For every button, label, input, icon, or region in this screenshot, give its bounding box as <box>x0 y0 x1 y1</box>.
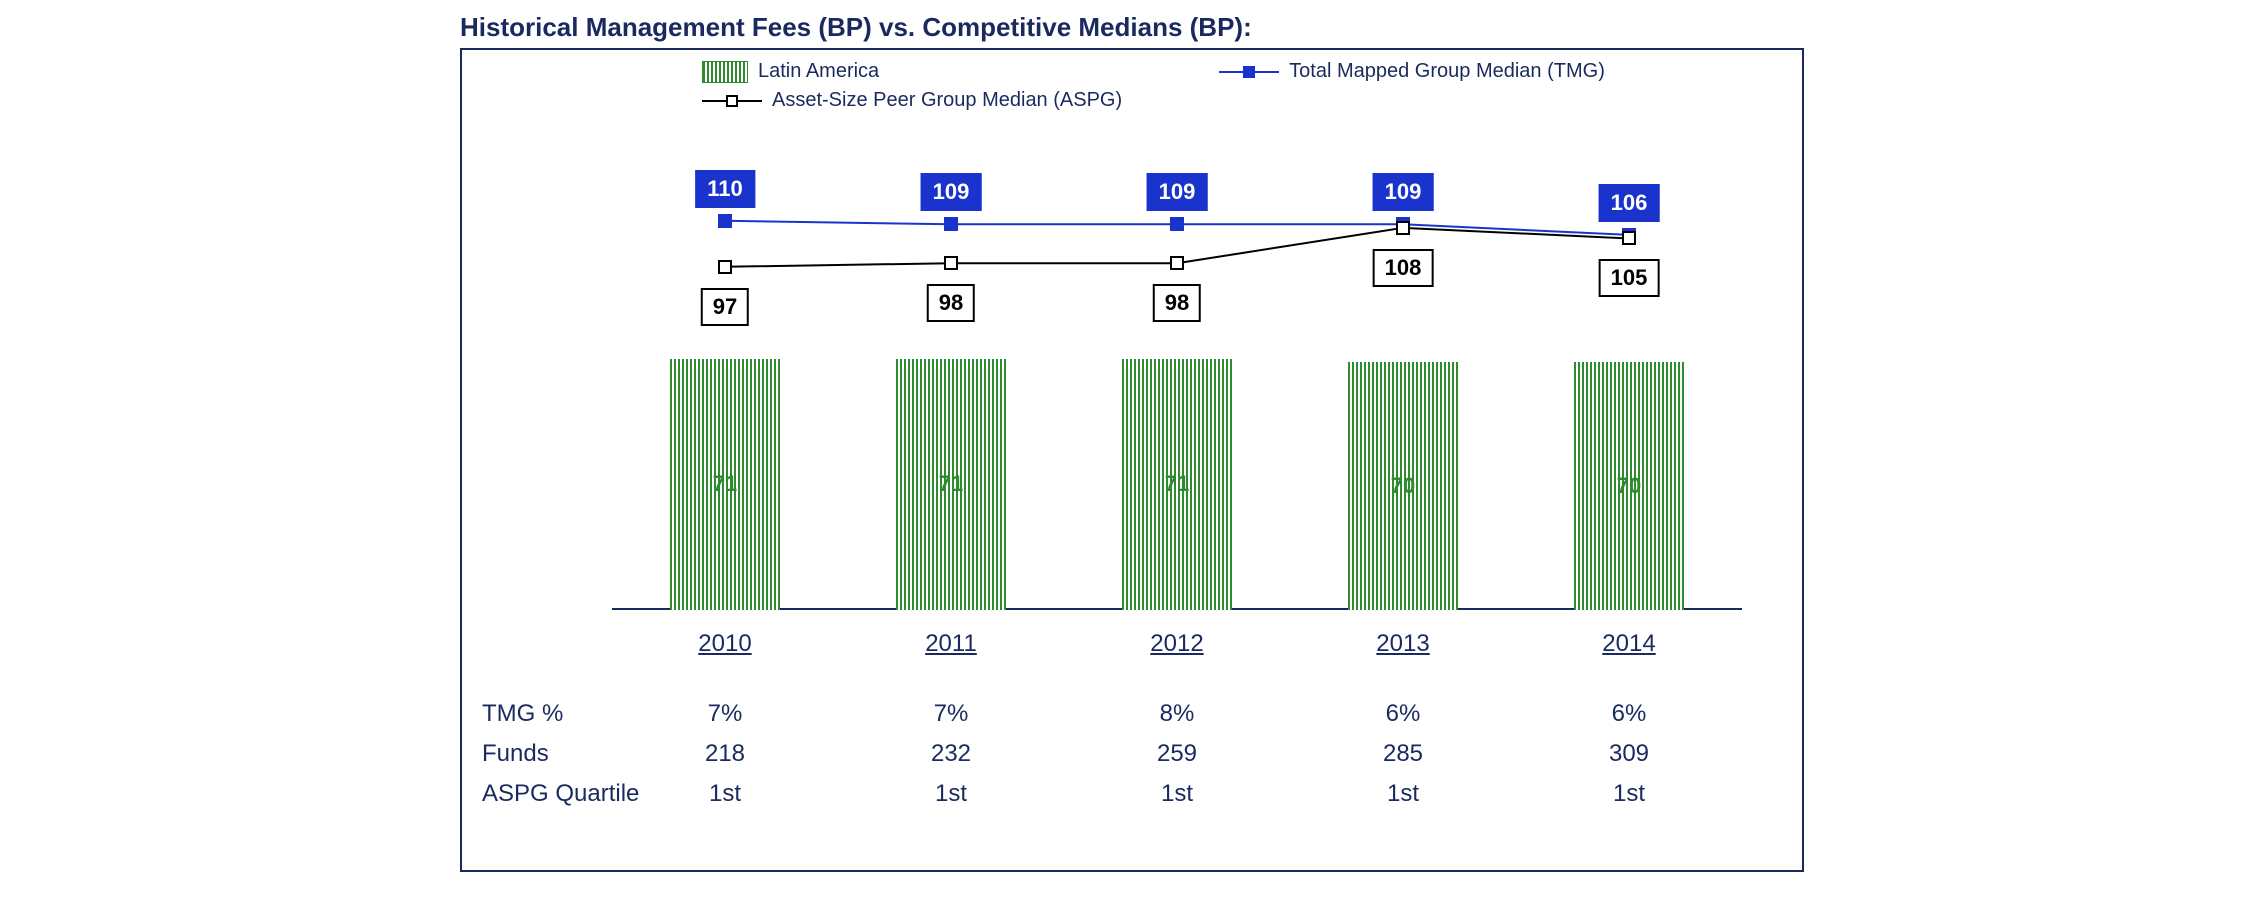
tmg-datalabel: 109 <box>921 173 982 211</box>
bar-value-label: 71 <box>670 471 780 497</box>
table-cell: 1st <box>1290 780 1516 808</box>
tmg-datalabel: 106 <box>1599 184 1660 222</box>
aspg-marker <box>944 256 958 270</box>
aspg-datalabel: 98 <box>1153 284 1201 322</box>
page-root: Historical Management Fees (BP) vs. Comp… <box>0 0 2251 898</box>
table-cell: 8% <box>1064 700 1290 728</box>
legend-label-bars: Latin America <box>758 60 879 83</box>
table-cell: 1st <box>612 780 838 808</box>
x-axis-year: 2012 <box>1122 630 1232 658</box>
table-cell: 7% <box>838 700 1064 728</box>
x-axis-year: 2014 <box>1574 630 1684 658</box>
table-cell: 309 <box>1516 740 1742 768</box>
table-cell: 218 <box>612 740 838 768</box>
aspg-datalabel: 98 <box>927 284 975 322</box>
plot-area: 71 71 71 70 70 110 109 109 109 106 97 98 98 108 105 <box>612 150 1742 610</box>
tmg-marker <box>718 214 732 228</box>
chart-title: Historical Management Fees (BP) vs. Comp… <box>460 12 1252 43</box>
legend-swatch-aspg-icon <box>702 100 762 102</box>
table-cell: 259 <box>1064 740 1290 768</box>
bar: 71 <box>670 359 780 610</box>
tmg-marker <box>944 217 958 231</box>
legend-item-bars: Latin America <box>702 60 879 83</box>
legend-item-tmg: Total Mapped Group Median (TMG) <box>1219 60 1605 83</box>
table-cell: 232 <box>838 740 1064 768</box>
table-cell: 1st <box>1516 780 1742 808</box>
x-axis-year: 2013 <box>1348 630 1458 658</box>
aspg-datalabel: 105 <box>1599 259 1660 297</box>
table-cell: 6% <box>1516 700 1742 728</box>
legend: Latin America Total Mapped Group Median … <box>702 60 1762 118</box>
table-row: TMG %7%7%8%6%6% <box>482 700 1742 740</box>
table-row: ASPG Quartile1st1st1st1st1st <box>482 780 1742 820</box>
bar: 70 <box>1348 362 1458 610</box>
table-cell: 1st <box>838 780 1064 808</box>
x-axis-year: 2011 <box>896 630 1006 658</box>
aspg-datalabel: 97 <box>701 288 749 326</box>
aspg-marker <box>1396 221 1410 235</box>
tmg-marker <box>1170 217 1184 231</box>
legend-label-aspg: Asset-Size Peer Group Median (ASPG) <box>772 89 1122 112</box>
table-cell: 6% <box>1290 700 1516 728</box>
bar-value-label: 70 <box>1348 473 1458 499</box>
bar-value-label: 71 <box>896 471 1006 497</box>
legend-row-2: Asset-Size Peer Group Median (ASPG) <box>702 89 1762 112</box>
x-axis-labels: 2010 2011 2012 2013 2014 <box>612 630 1742 690</box>
bar-value-label: 71 <box>1122 471 1232 497</box>
legend-swatch-bars-icon <box>702 61 748 83</box>
aspg-marker <box>1170 256 1184 270</box>
tmg-datalabel: 109 <box>1147 173 1208 211</box>
tmg-datalabel: 109 <box>1373 173 1434 211</box>
legend-label-tmg: Total Mapped Group Median (TMG) <box>1289 60 1605 83</box>
bar: 70 <box>1574 362 1684 610</box>
legend-swatch-tmg-icon <box>1219 71 1279 73</box>
aspg-marker <box>718 260 732 274</box>
legend-item-aspg: Asset-Size Peer Group Median (ASPG) <box>702 89 1122 112</box>
bar: 71 <box>1122 359 1232 610</box>
table-row: Funds218232259285309 <box>482 740 1742 780</box>
x-axis-year: 2010 <box>670 630 780 658</box>
tmg-datalabel: 110 <box>695 170 755 208</box>
chart-container: Latin America Total Mapped Group Median … <box>460 48 1804 872</box>
legend-row-1: Latin America Total Mapped Group Median … <box>702 60 1762 83</box>
bar-value-label: 70 <box>1574 473 1684 499</box>
aspg-datalabel: 108 <box>1373 249 1434 287</box>
table-cell: 285 <box>1290 740 1516 768</box>
aspg-marker <box>1622 231 1636 245</box>
bar: 71 <box>896 359 1006 610</box>
table-cell: 1st <box>1064 780 1290 808</box>
table-cell: 7% <box>612 700 838 728</box>
data-table: TMG %7%7%8%6%6%Funds218232259285309ASPG … <box>482 700 1742 820</box>
